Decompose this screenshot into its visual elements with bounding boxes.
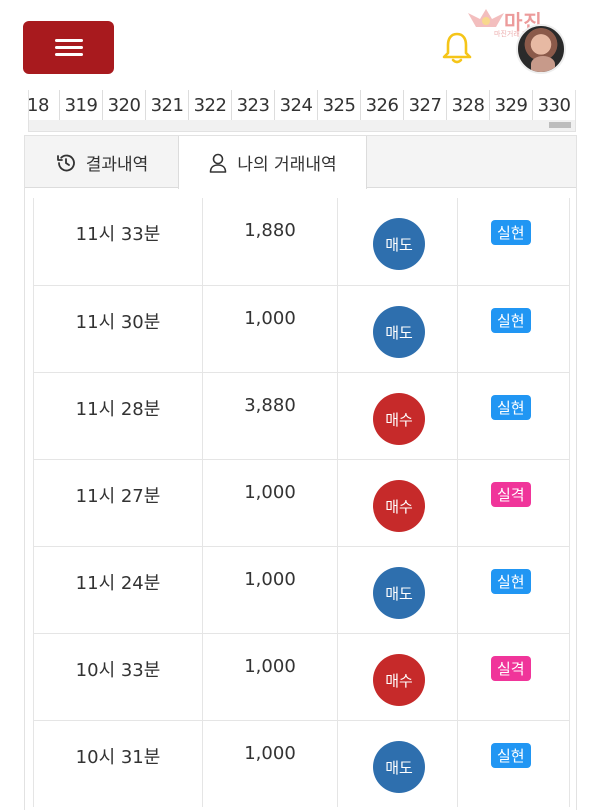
- amount-cell: 1,000: [203, 460, 338, 546]
- result-badge: 실현: [491, 395, 531, 420]
- trade-type-circle: 매도: [373, 306, 425, 358]
- tab-bar: 결과내역 나의 거래내역: [25, 136, 576, 189]
- result-cell: 실현: [458, 547, 570, 633]
- result-cell: 실현: [458, 286, 570, 372]
- tab-my-trades-label: 나의 거래내역: [237, 155, 337, 175]
- type-cell: 매수: [338, 373, 458, 459]
- tab-results-label: 결과내역: [85, 155, 149, 175]
- trade-time: 11시 30분: [75, 312, 161, 333]
- round-number-cell[interactable]: 326: [361, 90, 404, 120]
- result-badge: 실현: [491, 743, 531, 768]
- type-cell: 매도: [338, 198, 458, 285]
- trade-time: 11시 28분: [75, 399, 161, 420]
- time-cell: 11시 33분: [33, 198, 203, 285]
- trade-amount: 1,000: [244, 569, 296, 590]
- amount-cell: 1,880: [203, 198, 338, 285]
- menu-button[interactable]: [23, 21, 114, 74]
- result-cell: 실현: [458, 373, 570, 459]
- amount-cell: 1,000: [203, 547, 338, 633]
- trade-row: 11시 30분 1,000 매도 실현: [33, 285, 570, 372]
- time-cell: 11시 27분: [33, 460, 203, 546]
- round-number-cell[interactable]: 324: [275, 90, 318, 120]
- round-number-cell[interactable]: 325: [318, 90, 361, 120]
- round-number-cell[interactable]: 330: [533, 90, 575, 120]
- round-number-cell[interactable]: 320: [103, 90, 146, 120]
- trade-row: 10시 31분 1,000 매도 실현: [33, 720, 570, 807]
- trade-amount: 1,000: [244, 482, 296, 503]
- trade-type-circle: 매수: [373, 393, 425, 445]
- trade-list: 11시 33분 1,880 매도 실현 11시 30분 1,000 매도 실현 11시 28분 3…: [33, 198, 570, 807]
- avatar[interactable]: [516, 24, 566, 74]
- trade-row: 11시 24분 1,000 매도 실현: [33, 546, 570, 633]
- round-number-cell[interactable]: 18: [29, 90, 60, 120]
- type-cell: 매수: [338, 460, 458, 546]
- bell-icon[interactable]: [440, 30, 474, 66]
- round-number-cell[interactable]: 327: [404, 90, 447, 120]
- amount-cell: 1,000: [203, 286, 338, 372]
- history-icon: [56, 154, 75, 171]
- trade-row: 11시 28분 3,880 매수 실현: [33, 372, 570, 459]
- trade-amount: 1,000: [244, 656, 296, 677]
- type-cell: 매도: [338, 286, 458, 372]
- round-number-cell[interactable]: 322: [189, 90, 232, 120]
- result-cell: 실현: [458, 721, 570, 807]
- round-number-cell[interactable]: 329: [490, 90, 533, 120]
- time-cell: 10시 31분: [33, 721, 203, 807]
- trade-time: 10시 33분: [75, 660, 161, 681]
- tab-results[interactable]: 결과내역: [25, 136, 178, 189]
- time-cell: 10시 33분: [33, 634, 203, 720]
- trade-row: 11시 33분 1,880 매도 실현: [33, 198, 570, 285]
- trade-row: 10시 33분 1,000 매수 실격: [33, 633, 570, 720]
- result-cell: 실현: [458, 198, 570, 285]
- type-cell: 매수: [338, 634, 458, 720]
- round-number-cell[interactable]: 323: [232, 90, 275, 120]
- round-number-strip[interactable]: 18 319 320 321 322 323 324 325 326 327 328 329 330: [28, 90, 576, 132]
- amount-cell: 3,880: [203, 373, 338, 459]
- trade-time: 11시 33분: [75, 224, 161, 245]
- amount-cell: 1,000: [203, 721, 338, 807]
- result-cell: 실격: [458, 460, 570, 546]
- result-badge: 실현: [491, 308, 531, 333]
- trade-amount: 3,880: [244, 395, 296, 416]
- trade-time: 10시 31분: [75, 747, 161, 768]
- trade-row: 11시 27분 1,000 매수 실격: [33, 459, 570, 546]
- trade-amount: 1,000: [244, 308, 296, 329]
- horizontal-scrollbar[interactable]: [29, 120, 575, 131]
- trade-type-circle: 매수: [373, 654, 425, 706]
- trade-time: 11시 24분: [75, 573, 161, 594]
- time-cell: 11시 24분: [33, 547, 203, 633]
- amount-cell: 1,000: [203, 634, 338, 720]
- type-cell: 매도: [338, 721, 458, 807]
- hamburger-icon: [54, 38, 83, 57]
- result-badge: 실격: [491, 482, 531, 507]
- result-badge: 실격: [491, 656, 531, 681]
- result-cell: 실격: [458, 634, 570, 720]
- trade-time: 11시 27분: [75, 486, 161, 507]
- result-badge: 실현: [491, 220, 531, 245]
- trade-type-circle: 매도: [373, 218, 425, 270]
- type-cell: 매도: [338, 547, 458, 633]
- round-number-cell[interactable]: 319: [60, 90, 103, 120]
- trade-amount: 1,000: [244, 743, 296, 764]
- result-badge: 실현: [491, 569, 531, 594]
- trade-amount: 1,880: [244, 220, 296, 241]
- top-bar: 마진 마진거래 커뮤니티: [0, 0, 600, 92]
- tab-my-trades[interactable]: 나의 거래내역: [178, 136, 367, 189]
- round-number-cell[interactable]: 321: [146, 90, 189, 120]
- trade-type-circle: 매도: [373, 567, 425, 619]
- user-icon: [210, 153, 227, 173]
- trade-type-circle: 매도: [373, 741, 425, 793]
- scrollbar-thumb[interactable]: [549, 122, 571, 128]
- trade-history-panel: 결과내역 나의 거래내역 11시 33분 1,880 매도 실현 11시 30분 1,00…: [24, 135, 577, 810]
- trade-type-circle: 매수: [373, 480, 425, 532]
- round-number-cell[interactable]: 328: [447, 90, 490, 120]
- time-cell: 11시 28분: [33, 373, 203, 459]
- time-cell: 11시 30분: [33, 286, 203, 372]
